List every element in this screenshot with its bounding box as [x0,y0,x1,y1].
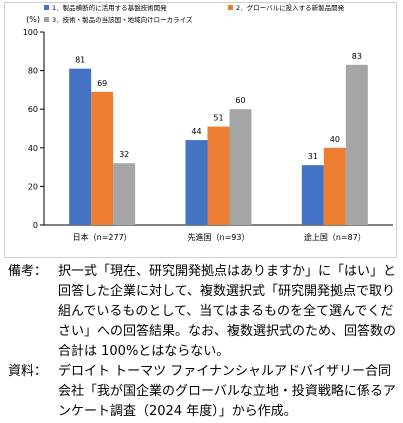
legend-label: 1．製品横断的に活用する基盤技術開発 [52,3,167,12]
y-tick-label: 40 [28,144,38,153]
data-label: 32 [119,150,129,159]
source-label: 資料： [8,364,48,379]
data-label: 51 [213,114,223,123]
legend-swatch [44,5,49,10]
y-tick-label: 80 [28,67,38,76]
data-label: 81 [75,56,85,65]
source-text: デロイト トーマツ ファイナンシャルアドバイザリー合同会社「我が国企業のグローバ… [58,364,396,419]
y-tick-label: 100 [23,28,38,37]
y-tick-label: 20 [28,182,38,191]
bar [69,68,92,225]
bar [229,109,252,225]
bar [301,165,324,225]
data-label: 44 [191,127,201,136]
y-tick-label: 60 [28,105,38,114]
remarks-text: 択一式「現在、研究開発拠点はありますか」に「はい」と回答した企業に対して、複数選… [58,264,397,359]
remarks-label: 備考： [8,264,48,279]
bar [323,147,346,225]
source-note: 資料： デロイト トーマツ ファイナンシャルアドバイザリー合同会社「我が国企業の… [8,362,400,422]
legend-label: 2．グローバルに投入する新製品開発 [236,3,345,12]
data-label: 83 [352,52,362,61]
data-label: 31 [308,152,318,161]
notes-section: 備考： 択一式「現在、研究開発拠点はありますか」に「はい」と回答した企業に対して… [8,262,400,422]
bar [91,91,114,225]
bar-chart: (%) 0 20 40 60 80 100 日本（n=277） 81 69 32 先進国（n=93）… [23,3,393,242]
bar [185,140,208,225]
x-category-label: 途上国（n=87） [304,232,366,242]
legend-swatch [44,17,49,22]
legend-swatch [228,5,233,10]
remarks-note: 備考： 択一式「現在、研究開発拠点はありますか」に「はい」と回答した企業に対して… [8,262,400,362]
bar [207,126,230,225]
data-label: 40 [330,135,340,144]
y-axis-unit-label: (%) [26,15,40,24]
x-category-label: 日本（n=277） [73,232,132,242]
y-tick-label: 0 [33,221,38,230]
data-label: 60 [235,96,245,105]
bar [345,64,368,225]
bar [113,163,136,225]
legend-label: 3．技術・製品の当該国・地域向けローカライズ [52,15,193,24]
data-label: 69 [97,79,107,88]
x-category-label: 先進国（n=93） [188,232,250,242]
